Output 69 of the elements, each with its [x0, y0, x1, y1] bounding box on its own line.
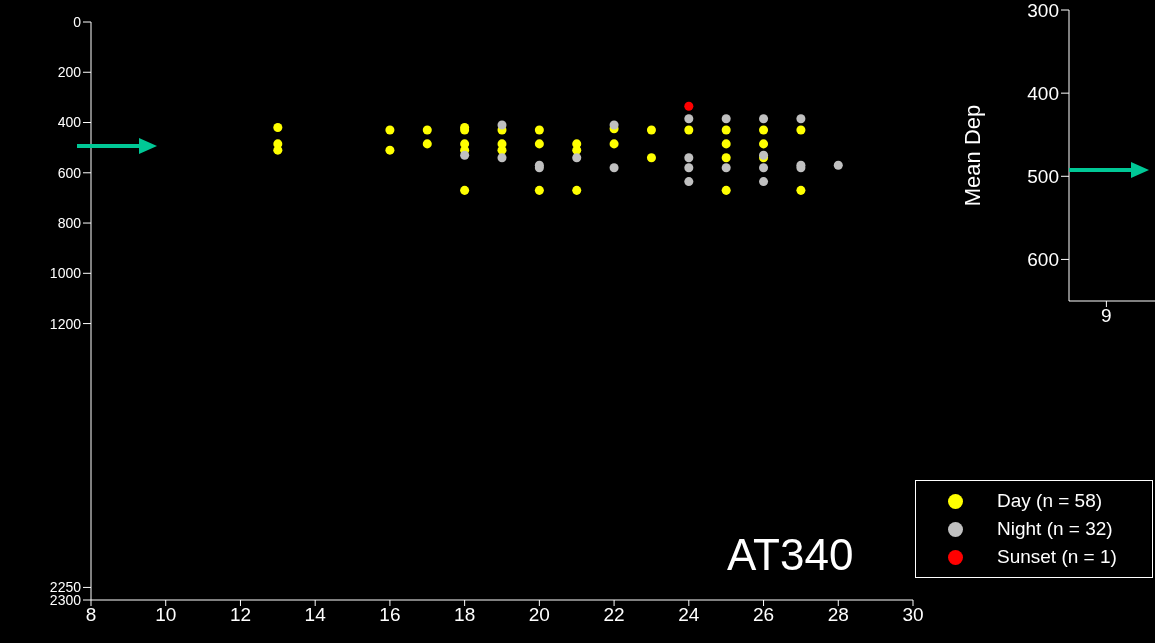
- y-axis-title: Mean Dep: [959, 104, 985, 207]
- x-tick-label: 8: [85, 604, 97, 626]
- x-tick-label: 22: [603, 604, 625, 626]
- point: [759, 163, 769, 173]
- y-tick-label: 0: [73, 13, 82, 30]
- point: [385, 125, 395, 135]
- y-tick-label: 300: [1027, 0, 1059, 21]
- point: [759, 139, 769, 149]
- point: [572, 185, 582, 195]
- point: [684, 163, 694, 173]
- y-tick-label: 1200: [49, 315, 82, 332]
- point: [721, 185, 731, 195]
- y-tick-label: 200: [57, 64, 82, 81]
- point: [721, 163, 731, 173]
- point: [385, 145, 395, 155]
- point: [759, 125, 769, 135]
- point: [646, 125, 656, 135]
- point: [273, 123, 283, 133]
- point: [684, 177, 694, 187]
- x-tick-label: 9: [1101, 305, 1112, 327]
- y-tick-label: 400: [1027, 82, 1059, 104]
- y-tick-label: 600: [1027, 249, 1059, 271]
- x-tick-label: 10: [155, 604, 177, 626]
- point: [684, 114, 694, 124]
- point: [759, 114, 769, 124]
- point: [572, 153, 582, 163]
- point: [721, 114, 731, 124]
- y-tick-label: 400: [57, 114, 82, 131]
- legend-label: Night (n = 32): [997, 518, 1113, 540]
- point: [796, 125, 806, 135]
- point: [609, 163, 619, 173]
- point: [721, 153, 731, 163]
- point: [796, 185, 806, 195]
- point: [646, 153, 656, 163]
- legend-label: Day (n = 58): [997, 490, 1103, 512]
- y-tick-label: 1000: [49, 265, 82, 282]
- point: [684, 101, 694, 111]
- point: [721, 139, 731, 149]
- point: [534, 125, 544, 135]
- point: [534, 185, 544, 195]
- point: [534, 139, 544, 149]
- point: [422, 125, 432, 135]
- x-tick-label: 20: [528, 604, 550, 626]
- point: [460, 150, 470, 160]
- point: [684, 153, 694, 163]
- point: [460, 185, 470, 195]
- y-tick-label: 500: [1027, 166, 1059, 188]
- point: [497, 120, 507, 130]
- x-tick-label: 16: [379, 604, 401, 626]
- x-tick-label: 30: [902, 604, 924, 626]
- x-tick-label: 18: [454, 604, 476, 626]
- point: [609, 139, 619, 149]
- point: [609, 120, 619, 130]
- x-tick-label: 28: [827, 604, 849, 626]
- x-tick-label: 26: [752, 604, 775, 626]
- x-tick-label: 24: [678, 604, 700, 626]
- x-tick-label: 14: [304, 604, 327, 626]
- point: [497, 153, 507, 163]
- point: [422, 139, 432, 149]
- point: [796, 114, 806, 124]
- y-tick-label: 800: [57, 215, 82, 232]
- legend-label: Sunset (n = 1): [997, 546, 1117, 568]
- annotation: AT340: [727, 530, 854, 580]
- x-tick-label: 12: [229, 604, 252, 626]
- point: [684, 125, 694, 135]
- point: [833, 160, 843, 170]
- point: [759, 177, 769, 187]
- y-tick-label: 600: [57, 164, 82, 181]
- point: [721, 125, 731, 135]
